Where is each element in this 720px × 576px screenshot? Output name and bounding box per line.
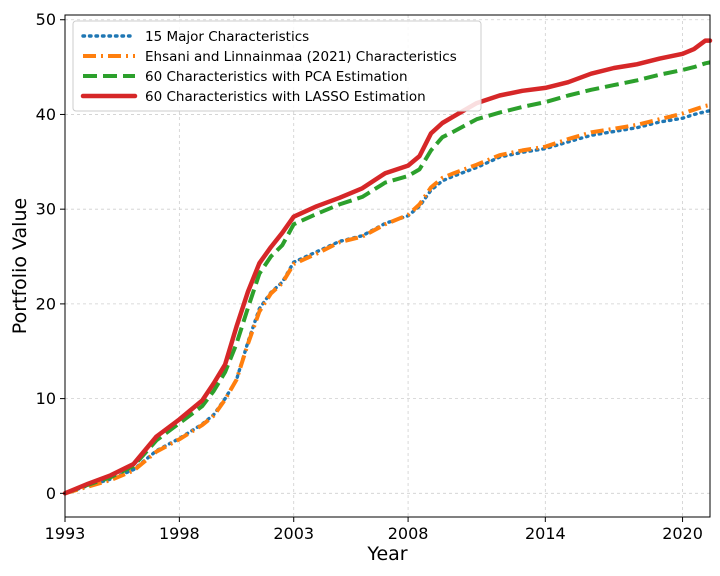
x-tick-label: 2003 <box>273 524 314 543</box>
series-line-2 <box>64 103 711 496</box>
legend: 15 Major Characteristics Ehsani and Linna… <box>72 20 482 112</box>
legend-label: 15 Major Characteristics <box>145 29 309 45</box>
plot-frame <box>64 14 711 518</box>
series-line-3 <box>64 60 711 496</box>
y-tick-label: 0 <box>46 484 56 503</box>
x-tick-label: 2020 <box>662 524 703 543</box>
y-tick-label: 50 <box>36 10 56 29</box>
series-line-1 <box>63 109 712 495</box>
x-tick-label: 2014 <box>525 524 566 543</box>
series-lines <box>62 38 713 496</box>
series-line-4 <box>62 38 713 496</box>
legend-label: 60 Characteristics with PCA Estimation <box>145 69 408 85</box>
x-axis-title: Year <box>366 543 407 565</box>
axis-ticks: 1993 1998 2003 2008 2014 2020 0 10 20 30 40 50 <box>36 10 703 543</box>
y-tick-label: 10 <box>36 389 56 408</box>
x-tick-label: 1998 <box>159 524 200 543</box>
y-axis-title: Portfolio Value <box>9 198 31 334</box>
legend-label: 60 Characteristics with LASSO Estimation <box>145 89 426 105</box>
y-tick-label: 30 <box>36 200 56 219</box>
x-tick-label: 2008 <box>388 524 429 543</box>
legend-label: Ehsani and Linnainmaa (2021) Characteris… <box>145 49 457 65</box>
y-tick-label: 20 <box>36 294 56 313</box>
y-tick-label: 40 <box>36 105 56 124</box>
legend-box <box>72 20 482 112</box>
x-tick-label: 1993 <box>45 524 86 543</box>
